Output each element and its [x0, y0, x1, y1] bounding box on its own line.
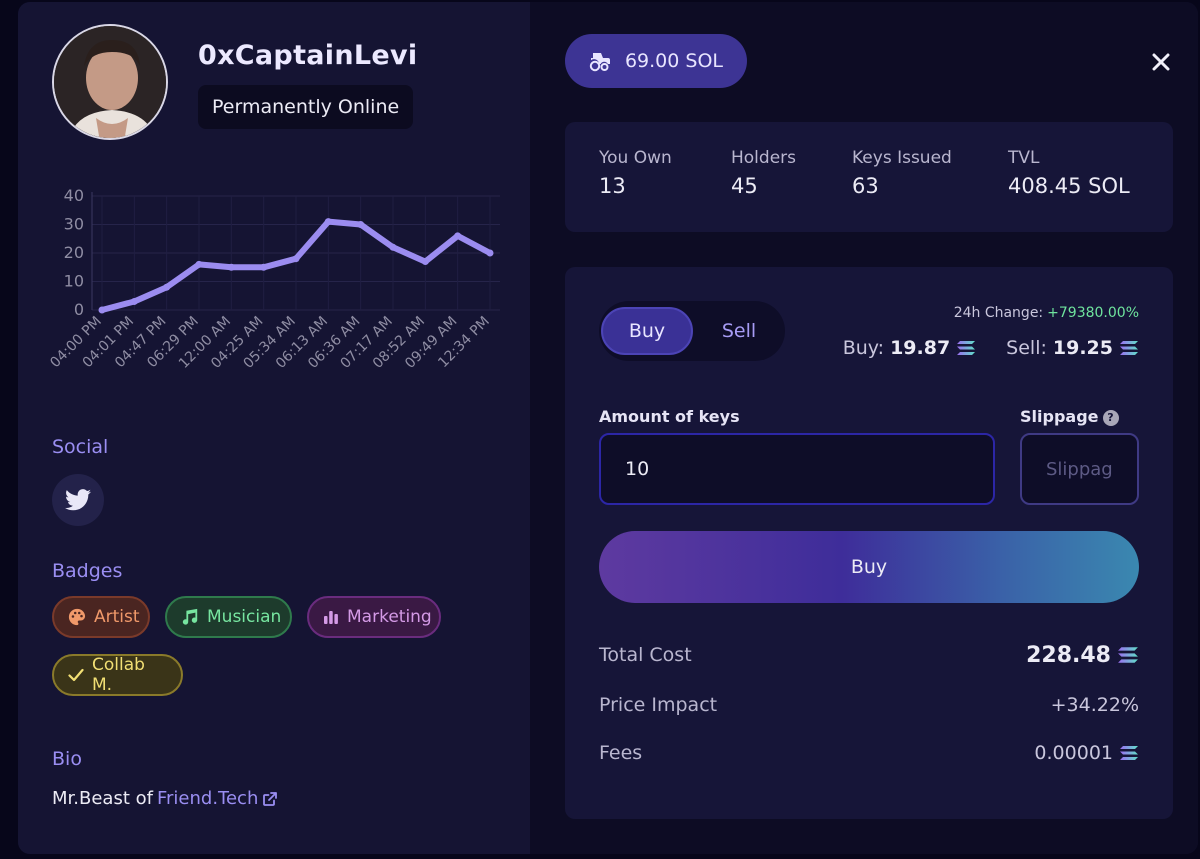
username: 0xCaptainLevi — [198, 40, 418, 71]
y-tick-label: 20 — [64, 243, 84, 262]
trade-panel: 69.00 SOL You Own 13 Holders 45 Keys Iss… — [530, 2, 1198, 854]
stat-value: 63 — [852, 174, 879, 198]
stats-card: You Own 13 Holders 45 Keys Issued 63 TVL… — [565, 122, 1173, 232]
bar-chart-icon — [324, 611, 338, 624]
data-point — [454, 232, 462, 240]
close-icon — [1152, 53, 1170, 71]
data-point — [195, 260, 203, 268]
music-note-icon — [182, 608, 198, 625]
stat-value: 13 — [599, 174, 626, 198]
status-pill: Permanently Online — [198, 85, 414, 129]
data-point — [421, 258, 429, 266]
sell-price-label: Sell: — [1006, 337, 1047, 359]
stat-tvl: TVL 408.45 SOL — [1008, 148, 1130, 198]
solana-icon — [1120, 746, 1138, 760]
change-label: 24h Change: — [953, 305, 1044, 321]
change-24h: 24h Change: +79380.00% — [954, 305, 1139, 321]
badge-label: Collab M. — [92, 655, 145, 695]
badge-musician: Musician — [165, 596, 292, 638]
stat-value: 408.45 SOL — [1008, 174, 1130, 198]
fees-row: Fees 0.00001 — [599, 738, 1139, 768]
fees-label: Fees — [599, 742, 643, 764]
stat-label: TVL — [1008, 148, 1040, 168]
badge-label: Musician — [207, 607, 282, 627]
bio-link[interactable]: Friend.Tech — [156, 788, 259, 809]
trade-card: Buy Sell 24h Change: +79380.00% Buy: 19.8… — [565, 267, 1173, 819]
change-value: +79380.00% — [1047, 305, 1139, 321]
buy-price-value: 19.87 — [890, 337, 951, 359]
tab-sell[interactable]: Sell — [721, 320, 757, 342]
y-tick-label: 0 — [74, 300, 84, 319]
price-impact-row: Price Impact +34.22% — [599, 690, 1139, 720]
badge-marketing: Marketing — [307, 596, 441, 638]
amount-input[interactable] — [599, 433, 995, 505]
data-point — [357, 221, 365, 228]
data-point — [130, 297, 138, 305]
buy-sell-prices: Buy: 19.87 Sell: 19.25 — [843, 337, 1139, 359]
data-point — [163, 283, 171, 291]
y-tick-label: 30 — [64, 215, 84, 234]
total-cost-row: Total Cost 228.48 — [599, 640, 1139, 670]
data-point — [389, 243, 397, 251]
badges-heading: Badges — [52, 560, 123, 582]
key-price-label: 69.00 SOL — [624, 50, 724, 72]
stat-label: Holders — [731, 148, 797, 168]
y-tick-label: 40 — [64, 186, 84, 205]
profile-modal: 0xCaptainLevi Permanently Online 0 10 20 30… — [18, 2, 1198, 854]
stat-label: Keys Issued — [852, 148, 952, 168]
data-point — [227, 263, 235, 271]
data-point — [486, 249, 494, 257]
total-cost-label: Total Cost — [599, 644, 692, 666]
twitter-button[interactable] — [52, 474, 104, 526]
total-cost-value-group: 228.48 — [1026, 643, 1139, 668]
solana-icon — [1120, 341, 1138, 355]
slippage-label-group: Slippage? — [1020, 407, 1119, 426]
fees-value-group: 0.00001 — [1034, 742, 1139, 764]
stat-label: You Own — [599, 148, 672, 168]
buy-button[interactable]: Buy — [599, 531, 1139, 603]
stat-keys-issued: Keys Issued 63 — [852, 148, 952, 198]
badge-collab: Collab M. — [52, 654, 183, 696]
profile-panel: 0xCaptainLevi Permanently Online 0 10 20 30… — [18, 2, 530, 854]
slippage-input[interactable] — [1020, 433, 1139, 505]
twitter-icon — [65, 489, 91, 511]
palette-icon — [68, 608, 86, 626]
buy-sell-toggle: Buy Sell — [599, 301, 785, 361]
data-point — [260, 263, 268, 271]
check-icon — [68, 668, 84, 682]
solana-icon — [1118, 647, 1138, 663]
price-impact-label: Price Impact — [599, 694, 718, 716]
avatar-portrait — [54, 26, 166, 138]
slippage-label: Slippage — [1020, 407, 1099, 426]
data-point — [324, 218, 332, 226]
external-link-icon[interactable] — [262, 791, 278, 807]
badge-label: Artist — [94, 607, 140, 627]
key-price-pill: 69.00 SOL — [565, 34, 747, 88]
solana-icon — [957, 341, 976, 355]
fees-value: 0.00001 — [1034, 742, 1113, 764]
buy-price-label: Buy: — [842, 337, 885, 359]
badge-artist: Artist — [52, 596, 150, 638]
data-point — [98, 306, 106, 314]
stat-you-own: You Own 13 — [599, 148, 672, 198]
avatar — [52, 24, 168, 140]
data-point — [292, 255, 300, 263]
help-icon[interactable]: ? — [1102, 409, 1119, 426]
badge-label: Marketing — [347, 607, 432, 627]
bio-text: Mr.Beast of Friend.Tech — [52, 788, 278, 809]
price-impact-value: +34.22% — [1050, 694, 1139, 716]
bio-heading: Bio — [52, 748, 82, 770]
tab-buy[interactable]: Buy — [601, 307, 693, 355]
sell-price-value: 19.25 — [1052, 337, 1113, 359]
stat-value: 45 — [731, 174, 758, 198]
total-cost-value: 228.48 — [1026, 642, 1111, 668]
bio-prefix: Mr.Beast of — [52, 788, 153, 809]
amount-label: Amount of keys — [599, 407, 740, 426]
y-tick-label: 10 — [64, 272, 84, 291]
close-button[interactable] — [1148, 49, 1174, 75]
social-heading: Social — [52, 436, 109, 458]
tractor-icon — [589, 53, 610, 72]
stat-holders: Holders 45 — [731, 148, 796, 198]
